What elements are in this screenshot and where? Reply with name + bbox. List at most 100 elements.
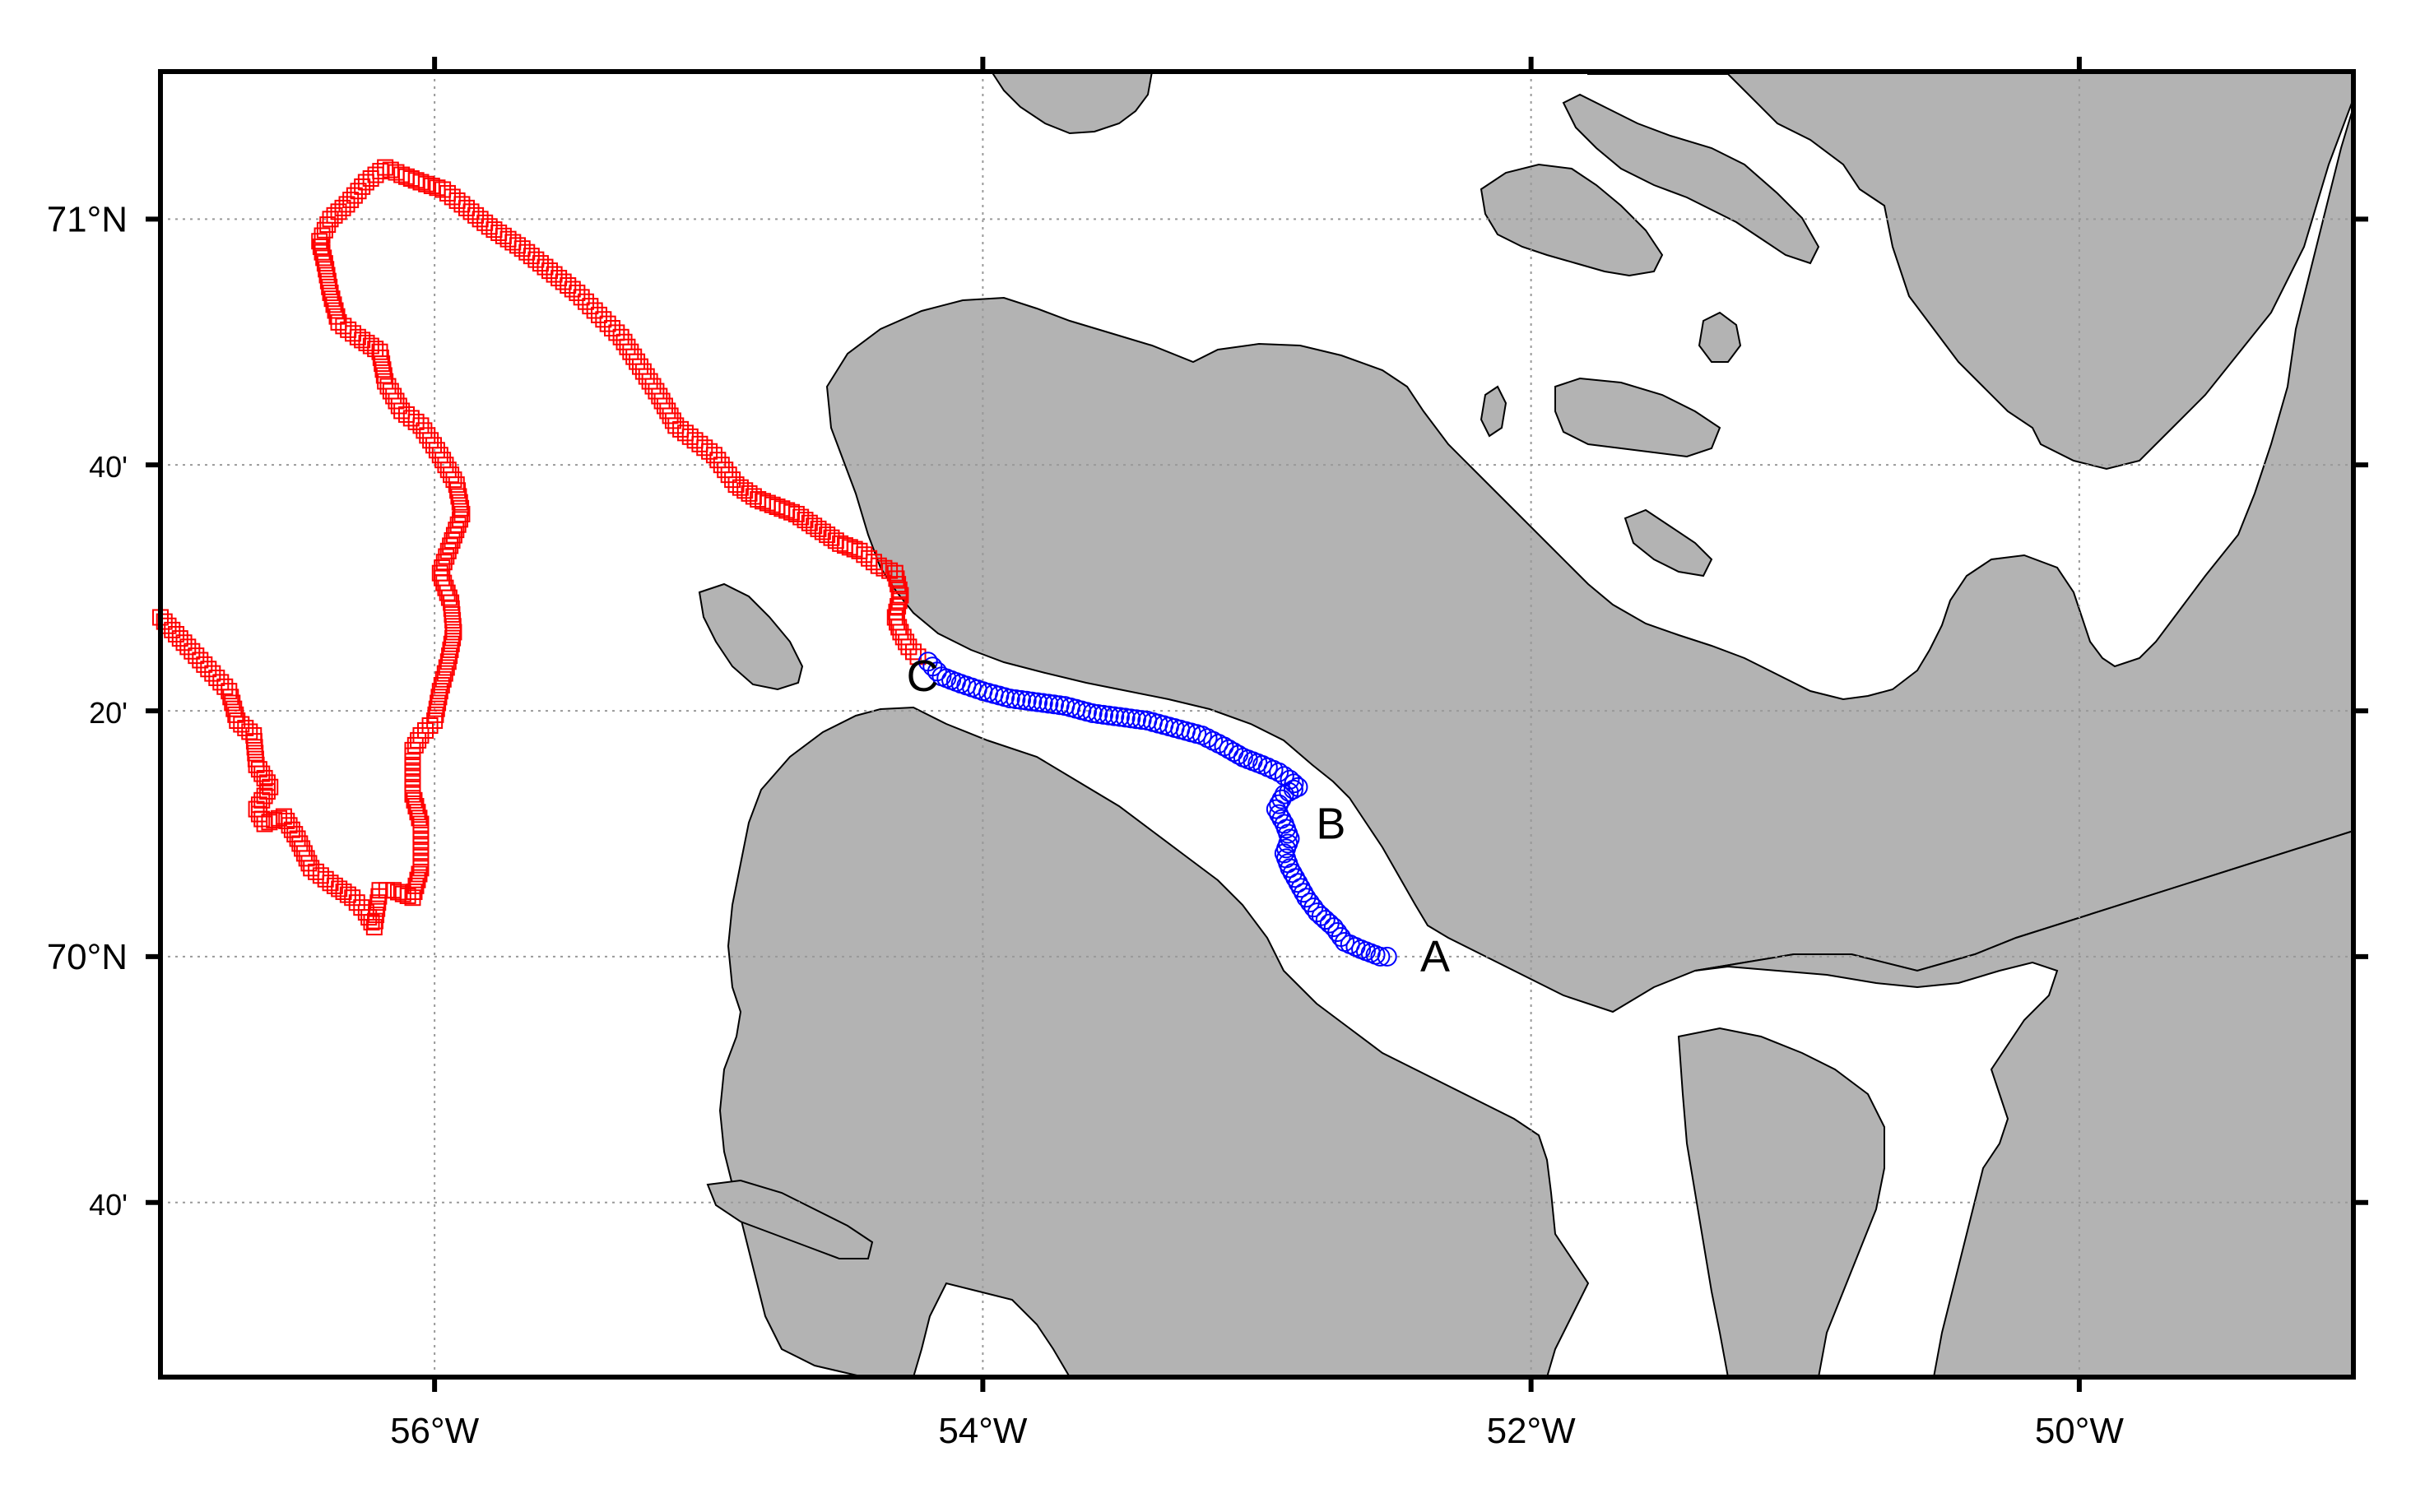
track-marker-square — [428, 700, 445, 717]
track-marker-square — [444, 629, 462, 647]
track-marker-square — [330, 313, 347, 331]
track-marker-square — [411, 865, 428, 883]
map-frame — [158, 69, 2356, 1380]
track-marker-circle — [1115, 707, 1136, 728]
track-marker-square — [442, 537, 459, 554]
track-marker-square — [409, 804, 426, 821]
track-marker-square — [375, 367, 393, 384]
track-marker-square — [662, 407, 679, 424]
track-marker-square — [612, 328, 629, 346]
track-marker-square — [314, 227, 331, 244]
track-marker-square — [622, 343, 639, 360]
track-marker-square — [319, 272, 337, 290]
track-marker-square — [892, 587, 909, 604]
land-island-6 — [1698, 311, 1742, 363]
track-marker-square — [616, 333, 633, 350]
track-marker-square — [441, 647, 458, 665]
track-marker-square — [909, 648, 927, 666]
tracks-layer — [152, 159, 1397, 967]
track-marker-square — [890, 581, 908, 598]
track-marker-circle — [1288, 873, 1308, 893]
track-marker-square — [409, 871, 426, 888]
track-marker-circle — [1299, 893, 1320, 913]
track-marker-square — [298, 850, 315, 867]
track-marker-square — [736, 482, 754, 499]
track-marker-square — [422, 432, 439, 449]
land-island-3 — [1554, 377, 1721, 458]
track-marker-circle — [1109, 707, 1130, 727]
track-marker-circle — [1028, 692, 1048, 712]
track-marker-square — [485, 221, 503, 239]
track-marker-square — [316, 255, 333, 272]
track-marker-square — [846, 540, 863, 558]
track-marker-square — [318, 267, 336, 284]
track-marker-square — [431, 683, 448, 700]
track-marker-square — [801, 514, 818, 531]
track-marker-square — [311, 233, 328, 250]
track-marker-square — [315, 249, 332, 267]
track-marker-circle — [1269, 794, 1289, 814]
track-marker-square — [314, 243, 331, 261]
track-marker-circle — [1093, 704, 1113, 725]
track-marker-square — [379, 378, 397, 395]
track-marker-circle — [1271, 789, 1292, 809]
track-marker-square — [377, 373, 394, 390]
y-tick-label: 71°N — [47, 199, 128, 239]
track-marker-circle — [1000, 689, 1020, 709]
track-marker-square — [876, 559, 893, 577]
track-marker-square — [372, 163, 389, 180]
track-marker-square — [437, 457, 454, 474]
land-island-1 — [1480, 163, 1664, 277]
track-marker-square — [425, 437, 443, 454]
track-marker-square — [367, 341, 384, 358]
track-marker-square — [221, 683, 238, 700]
track-marker-square — [435, 554, 453, 571]
track-marker-square — [453, 505, 471, 522]
track-marker-square — [224, 694, 241, 712]
track-marker-square — [358, 334, 375, 351]
track-marker-square — [406, 736, 424, 754]
track-marker-square — [451, 494, 468, 511]
track-marker-square — [443, 635, 460, 652]
track-marker-square — [634, 363, 652, 380]
track-marker-circle — [1011, 689, 1032, 710]
track-marker-square — [732, 479, 749, 496]
track-marker-circle — [1033, 693, 1053, 713]
track-marker-square — [499, 230, 517, 248]
land-northeast-mainland — [1587, 71, 2354, 471]
track-marker-square — [434, 559, 451, 576]
track-marker-square — [368, 907, 385, 924]
track-marker-square — [810, 520, 827, 537]
track-marker-square — [629, 353, 646, 370]
track-marker-square — [366, 912, 383, 930]
track-marker-square — [481, 218, 498, 235]
track-marker-square — [372, 349, 389, 366]
track-marker-square — [412, 174, 430, 191]
track-marker-square — [438, 548, 455, 565]
land-south — [718, 706, 1590, 1378]
track-marker-square — [431, 447, 448, 464]
track-marker-circle — [1269, 762, 1289, 782]
y-tick-label: 20' — [89, 696, 128, 730]
x-tick-label: 54°W — [938, 1411, 1028, 1451]
track-marker-circle — [1377, 946, 1397, 967]
track-marker-square — [904, 643, 922, 661]
track-marker-square — [648, 383, 665, 400]
land-island-2 — [1562, 93, 1820, 265]
track-marker-square — [886, 564, 904, 582]
track-marker-square — [407, 798, 425, 815]
track-marker-square — [701, 443, 718, 460]
track-marker-square — [327, 302, 344, 319]
track-marker-square — [418, 175, 435, 192]
track-marker-square — [328, 308, 346, 325]
track-marker-square — [436, 665, 453, 682]
track-marker-circle — [1099, 705, 1119, 726]
track-marker-square — [412, 726, 430, 744]
track-marker-square — [253, 791, 271, 809]
track-marker-square — [434, 670, 452, 688]
track-marker-square — [222, 689, 239, 706]
land-island-5 — [1480, 385, 1507, 438]
track-marker-circle — [1006, 689, 1026, 710]
y-tick-label: 40' — [89, 450, 128, 484]
